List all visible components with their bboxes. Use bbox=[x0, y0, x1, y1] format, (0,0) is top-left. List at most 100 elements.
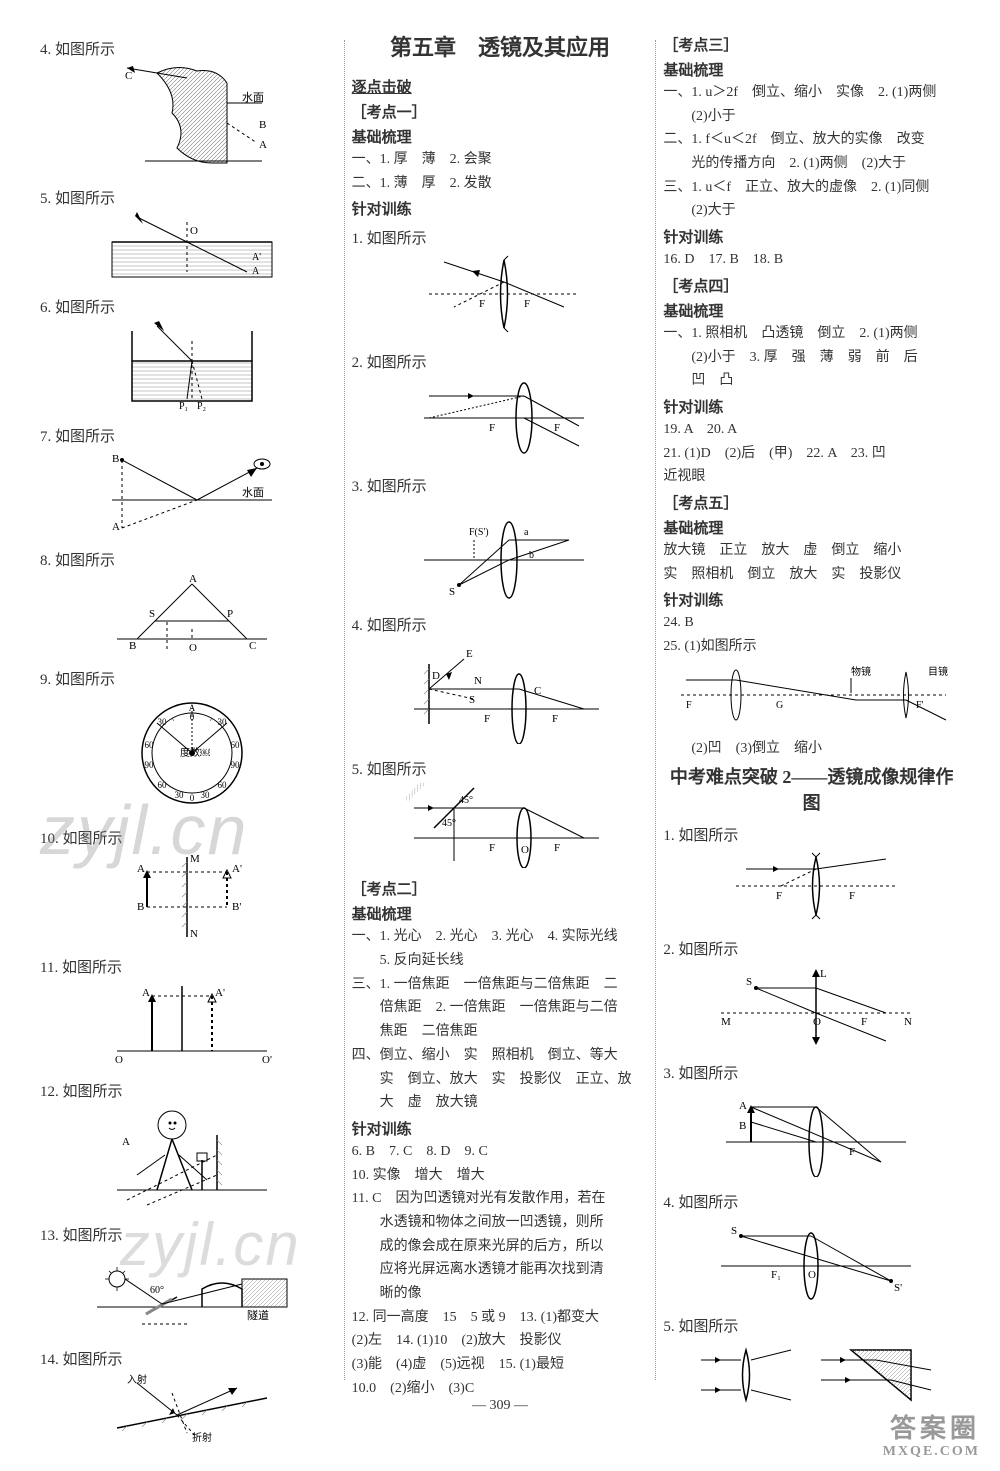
svg-text:60: 60 bbox=[218, 780, 228, 790]
logo-corner: 答案圈 MXQE.COM bbox=[883, 1413, 980, 1461]
c2-q2-label: 2. 如图所示 bbox=[352, 351, 649, 372]
svg-text:A: A bbox=[137, 863, 145, 875]
svg-text:N: N bbox=[190, 928, 198, 940]
svg-text:60: 60 bbox=[145, 740, 155, 750]
q6-label: 6. 如图所示 bbox=[40, 296, 337, 317]
svg-text:60: 60 bbox=[231, 740, 241, 750]
svg-text:S: S bbox=[449, 586, 455, 598]
svg-text:F: F bbox=[524, 298, 530, 310]
kp5-heading: ［考点五］ bbox=[663, 492, 960, 513]
svg-text:F: F bbox=[489, 422, 495, 434]
svg-text:O: O bbox=[115, 1054, 123, 1066]
kaodian-heading: 逐点击破 bbox=[352, 76, 649, 97]
svg-text:F: F bbox=[479, 298, 485, 310]
kp2-ans-3: 水透镜和物体之间放一凹透镜，则所 bbox=[352, 1212, 649, 1234]
svg-text:F: F bbox=[554, 842, 560, 854]
c2-q1-label: 1. 如图所示 bbox=[352, 227, 649, 248]
c3-q1-label: 1. 如图所示 bbox=[663, 824, 960, 845]
jichu-heading-5: 基础梳理 bbox=[663, 517, 960, 538]
svg-text:A: A bbox=[112, 521, 120, 533]
column-3: ［考点三］ 基础梳理 一、1. u＞2f 倒立、缩小 实像 2. (1)两侧 (… bbox=[663, 30, 960, 1390]
c3-q2-diagram: L S M N O F bbox=[671, 963, 960, 1048]
zhendui-heading-4: 针对训练 bbox=[663, 396, 960, 417]
q4-label: 4. 如图所示 bbox=[40, 38, 337, 59]
q5-diagram: O A' A bbox=[48, 212, 337, 282]
kp4-ans-2: 近视眼 bbox=[663, 466, 960, 488]
q12-diagram: A bbox=[48, 1105, 337, 1210]
kp3-line-3: 光的传播方向 2. (1)两侧 (2)大于 bbox=[663, 153, 960, 175]
kp1-line2: 二、1. 薄 厚 2. 发散 bbox=[352, 173, 649, 195]
c2-q3-label: 3. 如图所示 bbox=[352, 475, 649, 496]
kp4-line-0: 一、1. 照相机 凸透镜 倒立 2. (1)两侧 bbox=[663, 323, 960, 345]
svg-text:N: N bbox=[904, 1016, 912, 1028]
svg-text:F': F' bbox=[916, 700, 924, 711]
svg-text:30: 30 bbox=[201, 790, 211, 800]
svg-text:度数￼: 度数￼ bbox=[180, 746, 210, 759]
kp5-line-0: 放大镜 正立 放大 虚 倒立 缩小 bbox=[663, 540, 960, 562]
kp2-ans-5: 应将光屏远离水透镜才能再次找到清 bbox=[352, 1259, 649, 1281]
svg-text:A: A bbox=[142, 987, 150, 999]
svg-text:水面: 水面 bbox=[242, 91, 264, 104]
kp4-heading: ［考点四］ bbox=[663, 275, 960, 296]
q12-label: 12. 如图所示 bbox=[40, 1080, 337, 1101]
svg-text:S: S bbox=[746, 976, 752, 988]
svg-text:B: B bbox=[259, 119, 266, 131]
svg-text:A: A bbox=[189, 574, 197, 585]
column-1: 4. 如图所示 C 水面 B A 5. 如图所示 bbox=[40, 30, 337, 1390]
kp2-ans-0: 6. B 7. C 8. D 9. C bbox=[352, 1141, 649, 1163]
svg-text:A': A' bbox=[215, 987, 225, 999]
svg-text:F: F bbox=[776, 890, 782, 902]
c3-q5-diagram bbox=[671, 1340, 960, 1410]
kp3-line-5: (2)大于 bbox=[663, 200, 960, 222]
kp2-ans-8: (2)左 14. (1)10 (2)放大 投影仪 bbox=[352, 1330, 649, 1352]
svg-text:a: a bbox=[524, 527, 529, 538]
zhendui-heading-5: 针对训练 bbox=[663, 589, 960, 610]
kp2-line-3: 倍焦距 2. 一倍焦距 一倍焦距与二倍 bbox=[352, 997, 649, 1019]
kp5-line-1: 实 照相机 倒立 放大 实 投影仪 bbox=[663, 564, 960, 586]
svg-text:N: N bbox=[474, 675, 482, 687]
svg-text:O': O' bbox=[262, 1054, 272, 1066]
svg-text:E: E bbox=[466, 648, 473, 660]
svg-text:O: O bbox=[808, 1269, 816, 1281]
column-separator bbox=[344, 40, 345, 1380]
c3-q1-diagram: F F bbox=[671, 849, 960, 924]
svg-text:C: C bbox=[249, 640, 256, 652]
q9-label: 9. 如图所示 bbox=[40, 668, 337, 689]
kp5-ans1: 24. B bbox=[663, 612, 960, 634]
q6-diagram: P₁ P₂ bbox=[48, 321, 337, 411]
c2-q5-diagram: 45° 45° F O F bbox=[360, 783, 649, 868]
svg-text:O: O bbox=[189, 642, 197, 654]
svg-text:90: 90 bbox=[145, 760, 155, 770]
svg-text:B: B bbox=[129, 640, 136, 652]
svg-text:B: B bbox=[112, 453, 119, 465]
c3-q3-label: 3. 如图所示 bbox=[663, 1062, 960, 1083]
kp2-ans-4: 成的像会成在原来光屏的后方，所以 bbox=[352, 1236, 649, 1258]
svg-text:30: 30 bbox=[175, 790, 185, 800]
svg-text:L: L bbox=[820, 968, 827, 980]
svg-text:30: 30 bbox=[158, 717, 168, 727]
svg-text:45°: 45° bbox=[442, 818, 456, 829]
svg-text:S: S bbox=[149, 608, 155, 620]
kp1-heading: ［考点一］ bbox=[352, 101, 649, 122]
svg-text:S': S' bbox=[894, 1282, 902, 1294]
svg-text:30: 30 bbox=[218, 717, 228, 727]
kp2-ans-1: 10. 实像 增大 增大 bbox=[352, 1165, 649, 1187]
kp4-ans-0: 19. A 20. A bbox=[663, 419, 960, 441]
chapter-title: 第五章 透镜及其应用 bbox=[352, 30, 649, 62]
svg-text:F: F bbox=[554, 422, 560, 434]
svg-text:目镜: 目镜 bbox=[928, 665, 948, 678]
q8-label: 8. 如图所示 bbox=[40, 549, 337, 570]
kp3-line-2: 二、1. f＜u＜2f 倒立、放大的实像 改变 bbox=[663, 129, 960, 151]
svg-text:F: F bbox=[552, 713, 558, 725]
svg-text:A: A bbox=[739, 1100, 747, 1112]
svg-text:S: S bbox=[469, 694, 475, 706]
kp4-line-1: (2)小于 3. 厚 强 薄 弱 前 后 bbox=[663, 347, 960, 369]
kp2-line-5: 四、倒立、缩小 实 照相机 倒立、等大 bbox=[352, 1045, 649, 1067]
svg-text:P₂: P₂ bbox=[197, 401, 206, 411]
kp2-line-7: 大 虚 放大镜 bbox=[352, 1092, 649, 1114]
svg-text:F: F bbox=[849, 890, 855, 902]
svg-text:A: A bbox=[122, 1136, 130, 1148]
svg-text:F(S'): F(S') bbox=[469, 527, 489, 538]
c3-q25-diagram: F G 物镜 目镜 F' bbox=[671, 660, 960, 730]
svg-text:60: 60 bbox=[158, 780, 168, 790]
